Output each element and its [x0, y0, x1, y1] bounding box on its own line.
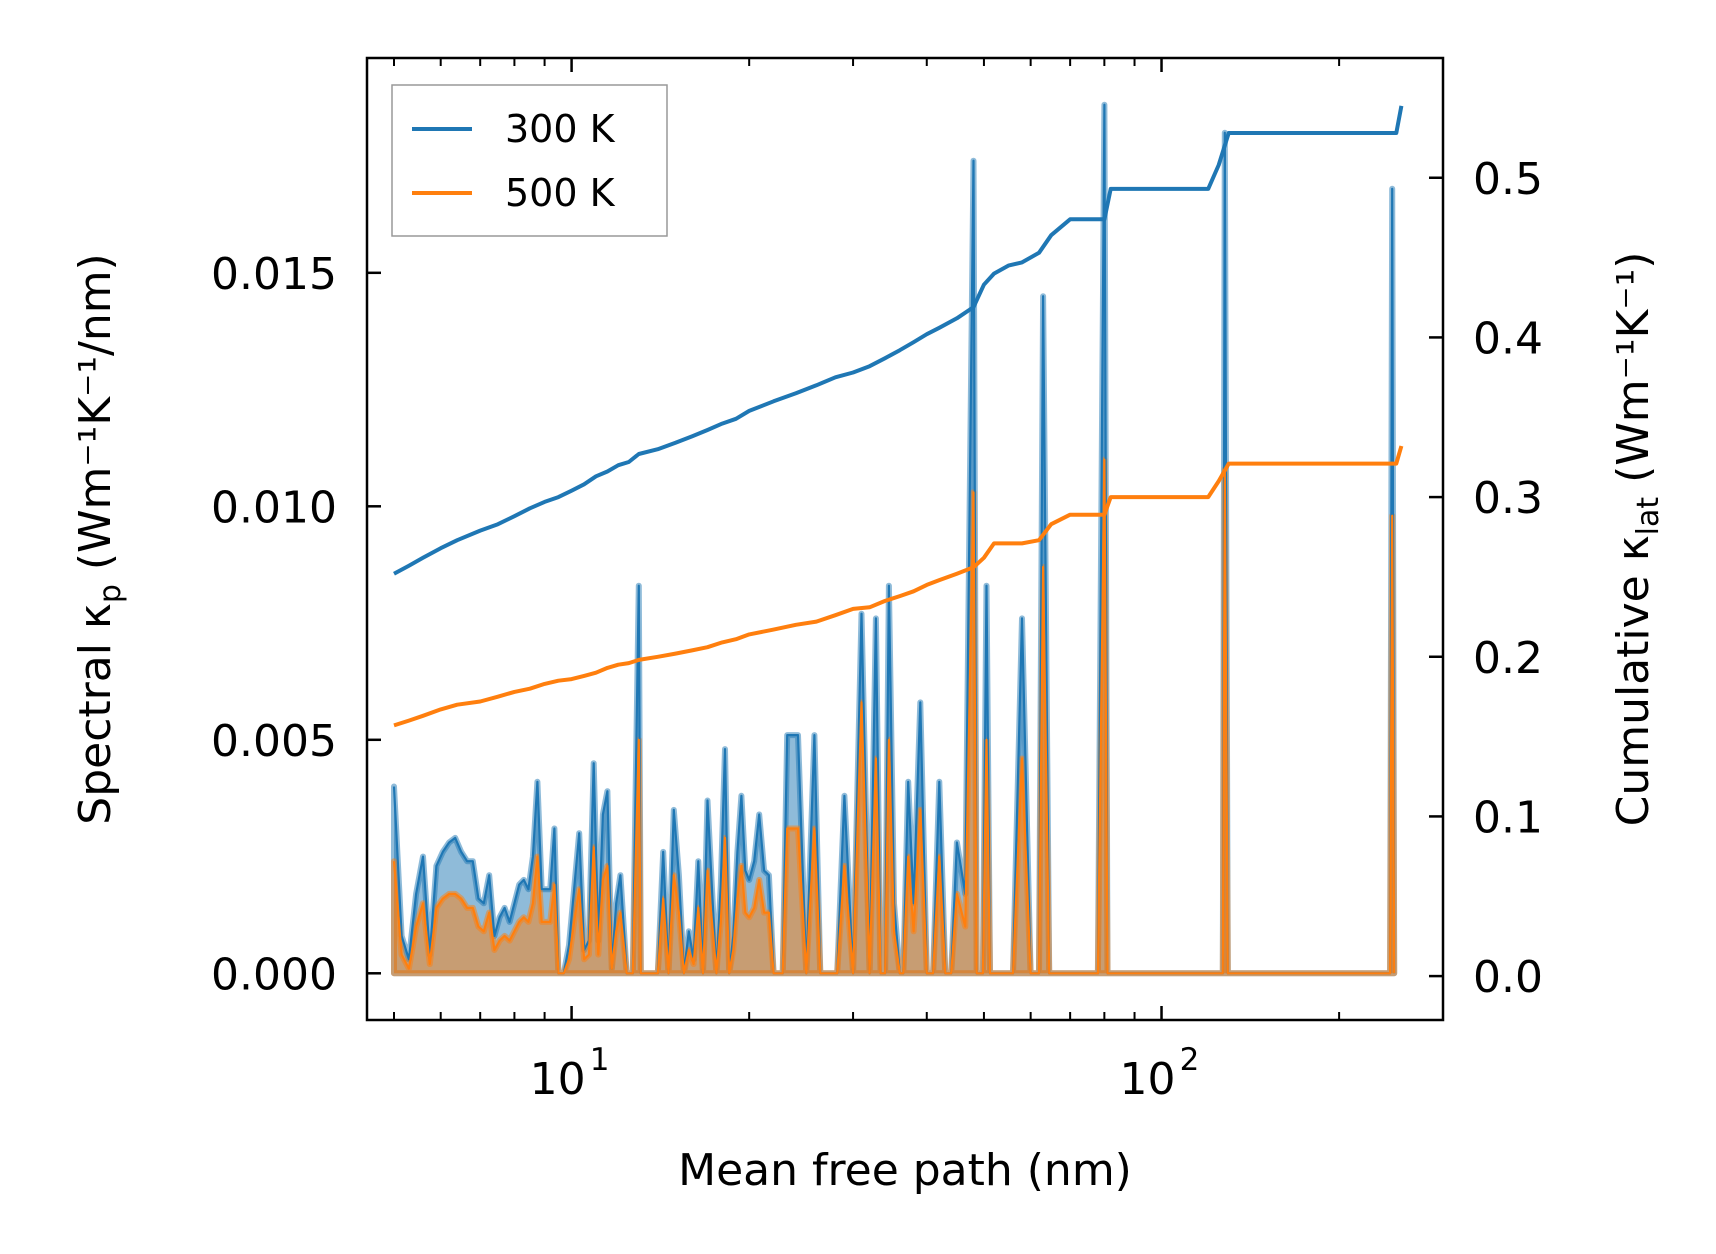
y-axis-right-title: Cumulative κlat (Wm⁻¹K⁻¹) — [1608, 252, 1666, 827]
y-title-main: Cumulative κ — [1608, 535, 1659, 826]
y-title-subscript: lat — [1631, 497, 1666, 536]
y-title-subscript: p — [93, 584, 128, 603]
y-right-tick-label: 0.3 — [1473, 473, 1543, 524]
y-right-tick-label: 0.1 — [1473, 792, 1543, 843]
legend-box — [391, 84, 668, 237]
cumulative-line-500k — [393, 445, 1404, 728]
x-tick-label: 10 — [530, 1054, 586, 1105]
spectral-line-500k — [392, 458, 1396, 975]
y-axis-left-title: Spectral κp (Wm⁻¹K⁻¹/nm) — [70, 253, 128, 824]
spectral-lines — [392, 103, 1396, 975]
legend-label: 300 K — [505, 107, 616, 151]
axis-ticks: 10 1 10 20.0000.0050.0100.0150.00.10.20.30.… — [211, 58, 1543, 1105]
x-tick-label-exponent: 2 — [1180, 1042, 1200, 1078]
y-left-tick-label: 0.015 — [211, 249, 337, 300]
y-title-main: Spectral κ — [70, 603, 121, 825]
x-axis-title: Mean free path (nm) — [678, 1145, 1132, 1196]
x-tick-label-exponent: 1 — [590, 1042, 610, 1078]
cumulative-line-300k — [393, 105, 1404, 576]
y-title-unit: (Wm⁻¹K⁻¹) — [1608, 252, 1659, 497]
y-right-tick-label: 0.4 — [1473, 313, 1543, 364]
y-right-tick-label: 0.2 — [1473, 633, 1543, 684]
plot-frame — [365, 56, 1445, 1022]
y-title-unit: (Wm⁻¹K⁻¹/nm) — [70, 253, 121, 584]
y-left-tick-label: 0.010 — [211, 482, 337, 533]
y-right-tick-label: 0.5 — [1473, 154, 1543, 205]
x-tick-label: 10 — [1120, 1054, 1176, 1105]
y-left-tick-label: 0.000 — [211, 949, 337, 1000]
y-left-tick-label: 0.005 — [211, 716, 337, 767]
legend-label: 500 K — [505, 171, 616, 215]
legend: 300 K 500 K — [391, 84, 668, 237]
y-right-tick-label: 0.0 — [1473, 952, 1543, 1003]
cumulative-lines — [393, 105, 1404, 728]
